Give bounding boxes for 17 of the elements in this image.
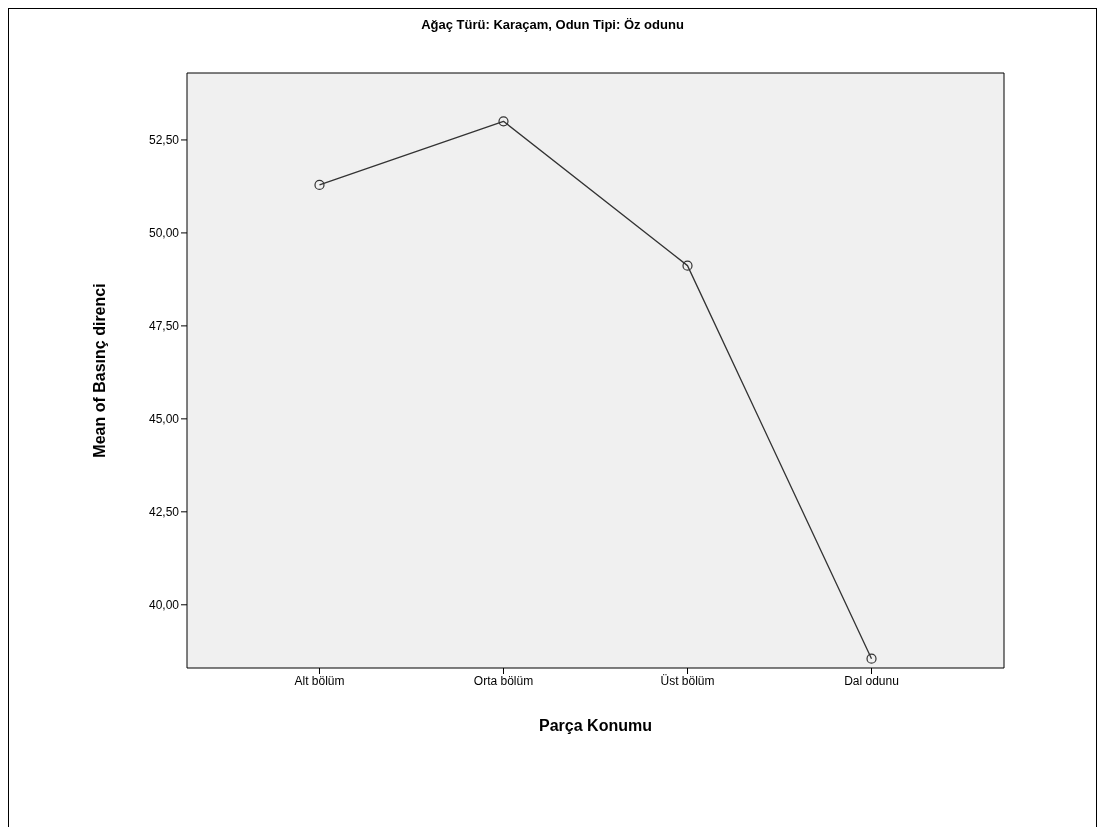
point [866, 653, 877, 664]
y-axis-title: Mean of Basınç direnci [90, 283, 108, 458]
y-tick-label: 47,50 [148, 319, 180, 334]
y-tick-label: 50,00 [148, 226, 180, 241]
x-tick-label: Dal odunu [844, 673, 899, 688]
x-tick-label: Alt bölüm [294, 673, 345, 688]
y-tick-label: 45,00 [148, 412, 180, 427]
point [314, 179, 325, 191]
y-tick-label: 40,00 [148, 598, 180, 613]
x-tick-label: Orta bölüm [473, 673, 534, 688]
point [682, 260, 693, 271]
point [498, 116, 509, 127]
y-tick-label: 52,50 [148, 133, 180, 148]
x-axis-title: Parça Konumu [539, 717, 652, 734]
y-tick-label: 42,50 [148, 505, 180, 520]
chart-title: Ağaç Türü: Karaçam, Odun Tipi: Öz odunu [420, 17, 685, 32]
x-tick-label: Üst bölüm [660, 673, 715, 688]
